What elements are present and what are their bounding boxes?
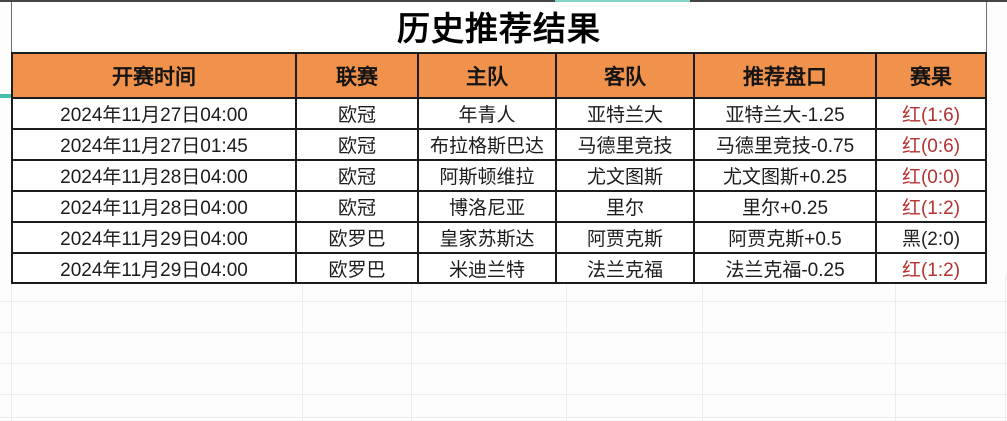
cell-result[interactable]: 红(0:0) (875, 161, 985, 190)
cell-handicap[interactable]: 里尔+0.25 (693, 192, 875, 221)
page-title: 历史推荐结果 (397, 10, 601, 47)
cell-time[interactable]: 2024年11月28日04:00 (60, 198, 248, 219)
table-row: 2024年11月28日04:00 欧冠 阿斯顿维拉 尤文图斯 尤文图斯+0.25… (13, 161, 985, 192)
cell-time[interactable]: 2024年11月27日01:45 (60, 136, 248, 157)
sheet-gridline-v (302, 274, 303, 421)
teal-accent-left (0, 94, 13, 98)
sheet-gridline-v (411, 274, 412, 421)
sheet-gridline-v (566, 274, 567, 421)
cell-result[interactable]: 红(1:2) (875, 192, 985, 221)
cell-handicap[interactable]: 法兰克福-0.25 (693, 254, 875, 282)
cell-away[interactable]: 尤文图斯 (555, 161, 693, 190)
cell-result[interactable]: 红(1:6) (875, 99, 985, 128)
cell-home[interactable]: 阿斯顿维拉 (417, 161, 555, 190)
sheet-gridline-v (895, 274, 896, 421)
table-row: 2024年11月29日04:00 欧罗巴 皇家苏斯达 阿贾克斯 阿贾克斯+0.5… (13, 223, 985, 254)
cell-league[interactable]: 欧罗巴 (295, 223, 417, 252)
top-border-line (0, 0, 1007, 2)
cell-away[interactable]: 里尔 (555, 192, 693, 221)
table-row: 2024年11月27日01:45 欧冠 布拉格斯巴达 马德里竞技 马德里竞技-0… (13, 130, 985, 161)
sheet-gridline-h (0, 301, 1007, 302)
cell-handicap[interactable]: 亚特兰大-1.25 (693, 99, 875, 128)
cell-home[interactable]: 米迪兰特 (417, 254, 555, 282)
cell-league[interactable]: 欧冠 (295, 192, 417, 221)
cell-home[interactable]: 博洛尼亚 (417, 192, 555, 221)
cell-result[interactable]: 红(1:2) (875, 254, 985, 282)
cell-time[interactable]: 2024年11月29日04:00 (60, 259, 248, 281)
cell-away[interactable]: 马德里竞技 (555, 130, 693, 159)
cell-home[interactable]: 年青人 (417, 99, 555, 128)
sheet-gridline-v (702, 274, 703, 421)
table-row: 2024年11月29日04:00 欧罗巴 米迪兰特 法兰克福 法兰克福-0.25… (13, 254, 985, 282)
header-cell-handicap[interactable]: 推荐盘口 (693, 54, 875, 97)
table-body: 2024年11月27日04:00 欧冠 年青人 亚特兰大 亚特兰大-1.25 红… (13, 99, 985, 282)
sheet-gridline-h (0, 363, 1007, 364)
sheet-gridline-v (1005, 274, 1006, 421)
table-row: 2024年11月28日04:00 欧冠 博洛尼亚 里尔 里尔+0.25 红(1:… (13, 192, 985, 223)
cell-home[interactable]: 皇家苏斯达 (417, 223, 555, 252)
header-cell-result[interactable]: 赛果 (875, 54, 985, 97)
sheet-gridline-h (0, 394, 1007, 395)
table-header-row: 开赛时间 联赛 主队 客队 推荐盘口 赛果 (13, 54, 985, 99)
table-row: 2024年11月27日04:00 欧冠 年青人 亚特兰大 亚特兰大-1.25 红… (13, 99, 985, 130)
cell-handicap[interactable]: 马德里竞技-0.75 (693, 130, 875, 159)
cell-time[interactable]: 2024年11月29日04:00 (60, 229, 248, 250)
cell-result[interactable]: 红(0:6) (875, 130, 985, 159)
cell-league[interactable]: 欧冠 (295, 130, 417, 159)
header-cell-time[interactable]: 开赛时间 (112, 65, 196, 89)
cell-handicap[interactable]: 阿贾克斯+0.5 (693, 223, 875, 252)
header-cell-league[interactable]: 联赛 (295, 54, 417, 97)
cell-league[interactable]: 欧冠 (295, 99, 417, 128)
sheet-gridline-h (0, 417, 1007, 418)
results-table: 开赛时间 联赛 主队 客队 推荐盘口 赛果 2024年11月27日04:00 欧… (11, 52, 987, 284)
cell-away[interactable]: 亚特兰大 (555, 99, 693, 128)
cell-league[interactable]: 欧罗巴 (295, 254, 417, 282)
teal-accent-top (555, 0, 690, 3)
cell-away[interactable]: 阿贾克斯 (555, 223, 693, 252)
cell-league[interactable]: 欧冠 (295, 161, 417, 190)
cell-time[interactable]: 2024年11月28日04:00 (60, 167, 248, 188)
sheet-gridline-v (11, 274, 12, 421)
cell-result[interactable]: 黑(2:0) (875, 223, 985, 252)
sheet-gridline-h (0, 332, 1007, 333)
cell-away[interactable]: 法兰克福 (555, 254, 693, 282)
cell-home[interactable]: 布拉格斯巴达 (417, 130, 555, 159)
header-cell-away[interactable]: 客队 (555, 54, 693, 97)
title-cell[interactable]: 历史推荐结果 (11, 2, 987, 52)
header-cell-home[interactable]: 主队 (417, 54, 555, 97)
cell-handicap[interactable]: 尤文图斯+0.25 (693, 161, 875, 190)
cell-time[interactable]: 2024年11月27日04:00 (60, 105, 248, 126)
